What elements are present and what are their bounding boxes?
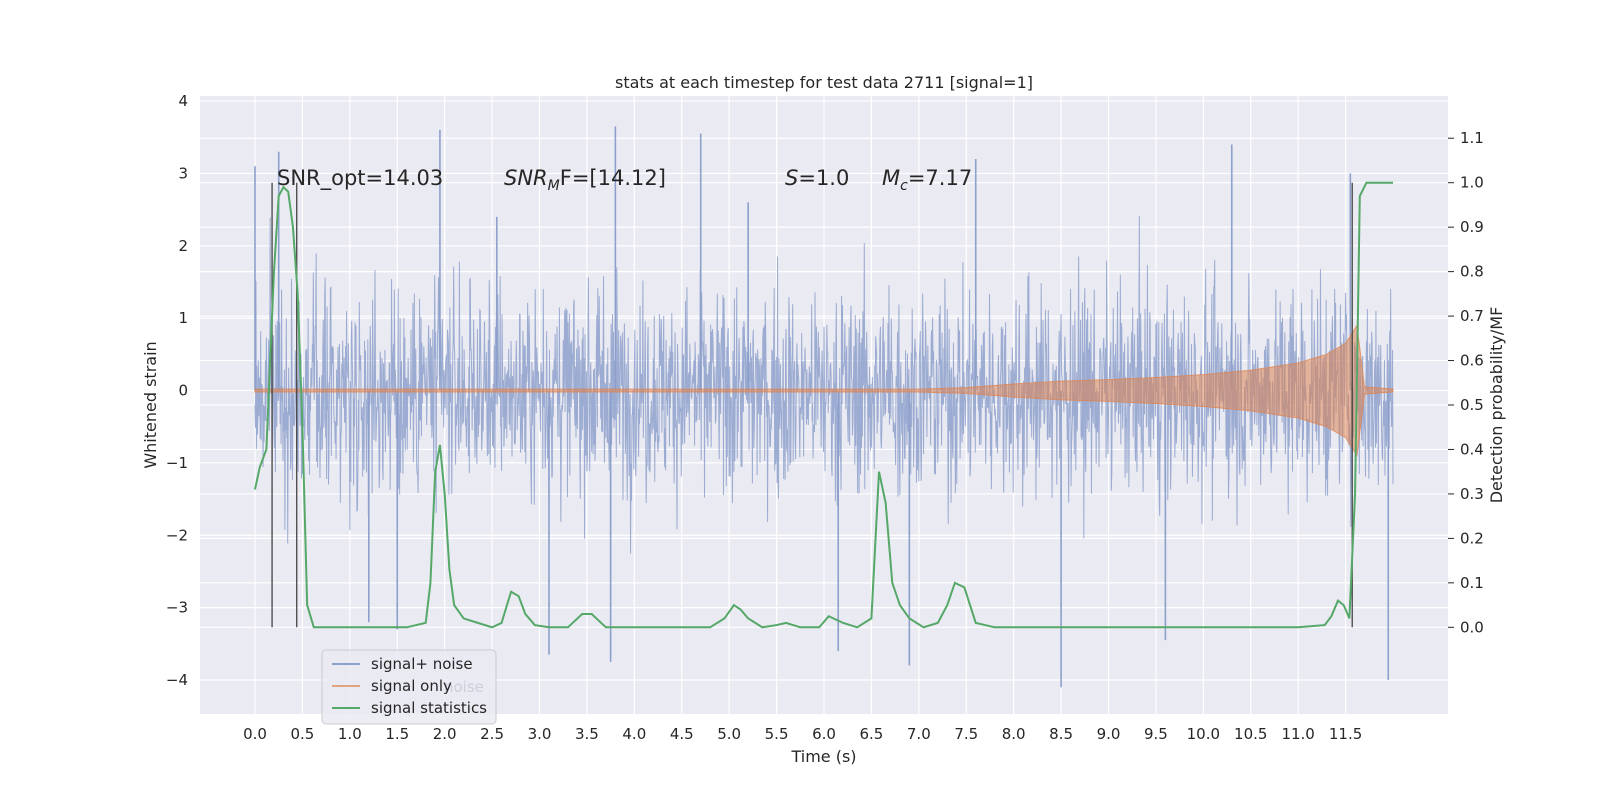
right-y-tick-label: 0.0: [1460, 618, 1484, 636]
right-y-tick-label: 0.9: [1460, 218, 1484, 236]
chart-title: stats at each timestep for test data 271…: [615, 73, 1033, 92]
x-tick-label: 2.0: [433, 725, 457, 743]
x-tick-label: 6.5: [859, 725, 883, 743]
legend-label-statistics: signal statistics: [371, 699, 487, 717]
snr-mf-annotation: SNRMF=[14.12]: [504, 166, 666, 194]
y-tick-label: 1: [178, 309, 188, 327]
signal-plus-noise-series: [254, 126, 1394, 688]
legend: noise signal+ noise signal only signal s…: [321, 649, 497, 725]
mc-value: =7.17: [908, 166, 972, 190]
y-tick-label: 4: [178, 92, 188, 110]
mc-symbol: M: [882, 166, 900, 190]
noise-trace: [254, 216, 1394, 554]
right-y-tick-label: 0.6: [1460, 352, 1484, 370]
right-y-tick-label: 0.4: [1460, 440, 1484, 458]
x-tick-label: 7.5: [954, 725, 978, 743]
x-tick-label: 8.5: [1049, 725, 1073, 743]
s-annotation: S=1.0: [785, 166, 849, 190]
x-tick-label: 2.5: [480, 725, 504, 743]
right-y-tick-label: 0.2: [1460, 529, 1484, 547]
x-tick-label: 7.0: [907, 725, 931, 743]
snr-mf-subscript: M: [548, 178, 560, 194]
x-tick-label: 4.5: [670, 725, 694, 743]
x-tick-label: 8.0: [1002, 725, 1026, 743]
y-tick-label: −4: [166, 671, 188, 689]
s-value: =1.0: [798, 166, 849, 190]
right-y-axis-label: Detection probability/MF: [1487, 307, 1506, 504]
x-tick-label: 1.5: [385, 725, 409, 743]
x-tick-label: 5.0: [717, 725, 741, 743]
right-y-tick-label: 0.1: [1460, 574, 1484, 592]
x-tick-label: 0.0: [243, 725, 267, 743]
right-y-tick-label: 0.7: [1460, 307, 1484, 325]
right-y-tick-label: 0.8: [1460, 263, 1484, 281]
legend-label-signal: signal only: [371, 677, 452, 695]
y-tick-label: 0: [178, 382, 188, 400]
x-tick-label: 11.5: [1329, 725, 1362, 743]
right-y-tick-label: 0.5: [1460, 396, 1484, 414]
legend-ghost-text: noise: [444, 678, 484, 696]
x-tick-label: 10.0: [1187, 725, 1220, 743]
y-tick-label: −2: [166, 526, 188, 544]
right-y-tick-label: 1.1: [1460, 129, 1484, 147]
s-symbol: S: [785, 166, 798, 190]
signal-only-series: [254, 323, 1394, 458]
y-axis-label: Whitened strain: [141, 341, 160, 468]
annotations: SNR_opt=14.03 SNRMF=[14.12] S=1.0 Mc=7.1…: [277, 166, 972, 194]
x-tick-label: 9.0: [1097, 725, 1121, 743]
snr-mf-symbol: SNR: [504, 166, 548, 190]
snr-mf-value: F=[14.12]: [560, 166, 666, 190]
x-tick-label: 0.5: [290, 725, 314, 743]
mc-annotation: Mc=7.17: [882, 166, 972, 194]
snr-opt-annotation: SNR_opt=14.03: [277, 166, 443, 191]
x-tick-label: 9.5: [1144, 725, 1168, 743]
mc-subscript: c: [900, 178, 908, 194]
legend-box: [321, 649, 497, 725]
x-tick-label: 3.0: [528, 725, 552, 743]
right-y-tick-label: 0.3: [1460, 485, 1484, 503]
right-y-tick-label: 1.0: [1460, 174, 1484, 192]
y-axis-ticks: −4 −3 −2 −1 0 1 2 3 4: [166, 92, 188, 689]
x-tick-label: 1.0: [338, 725, 362, 743]
x-axis-ticks: 0.0 0.5 1.0 1.5 2.0 2.5 3.0 3.5 4.0 4.5 5.0 5.5 6.0 6…: [243, 725, 1362, 743]
x-tick-label: 4.0: [622, 725, 646, 743]
x-tick-label: 6.0: [812, 725, 836, 743]
x-tick-label: 5.5: [765, 725, 789, 743]
y-tick-label: −3: [166, 599, 188, 617]
signal-statistics-series: [254, 181, 1393, 629]
y-tick-label: 3: [178, 164, 188, 182]
legend-label-noise: signal+ noise: [371, 655, 473, 673]
x-axis-label: Time (s): [790, 747, 856, 766]
x-tick-label: 11.0: [1281, 725, 1314, 743]
y-tick-label: −1: [166, 454, 188, 472]
x-tick-label: 10.5: [1234, 725, 1267, 743]
right-y-axis-ticks: 0.0 0.1 0.2 0.3 0.4 0.5 0.6 0.7 0.8 0.9 1.0 1.1: [1448, 129, 1484, 636]
x-tick-label: 3.5: [575, 725, 599, 743]
y-tick-label: 2: [178, 237, 188, 255]
